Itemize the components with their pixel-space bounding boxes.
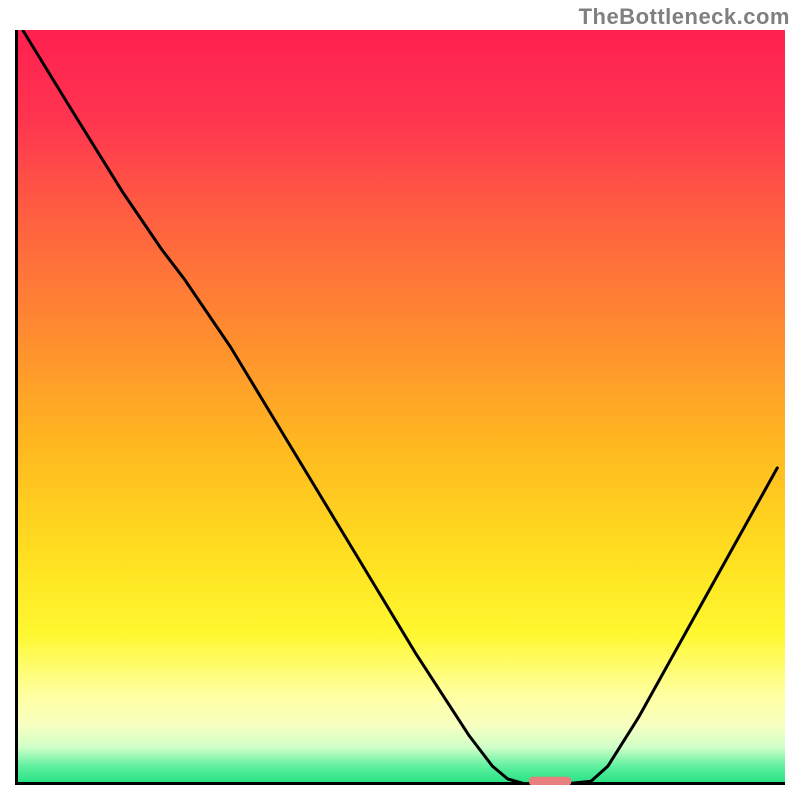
bottleneck-chart [15, 30, 785, 785]
gradient-background [15, 30, 785, 785]
watermark-text: TheBottleneck.com [579, 4, 790, 30]
optimal-marker [529, 777, 571, 785]
chart-svg [15, 30, 785, 785]
chart-container: TheBottleneck.com [0, 0, 800, 800]
